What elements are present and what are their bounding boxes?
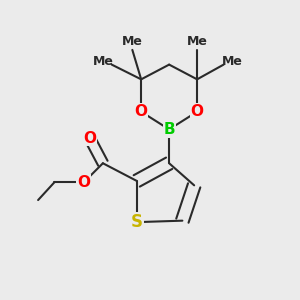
Text: B: B [163, 122, 175, 137]
Text: Me: Me [187, 34, 208, 48]
Text: Me: Me [122, 34, 143, 48]
Text: O: O [135, 104, 148, 119]
Text: O: O [83, 131, 96, 146]
Text: O: O [77, 175, 90, 190]
Text: O: O [190, 104, 204, 119]
Text: S: S [131, 213, 143, 231]
Text: Me: Me [92, 55, 113, 68]
Text: Me: Me [222, 55, 243, 68]
